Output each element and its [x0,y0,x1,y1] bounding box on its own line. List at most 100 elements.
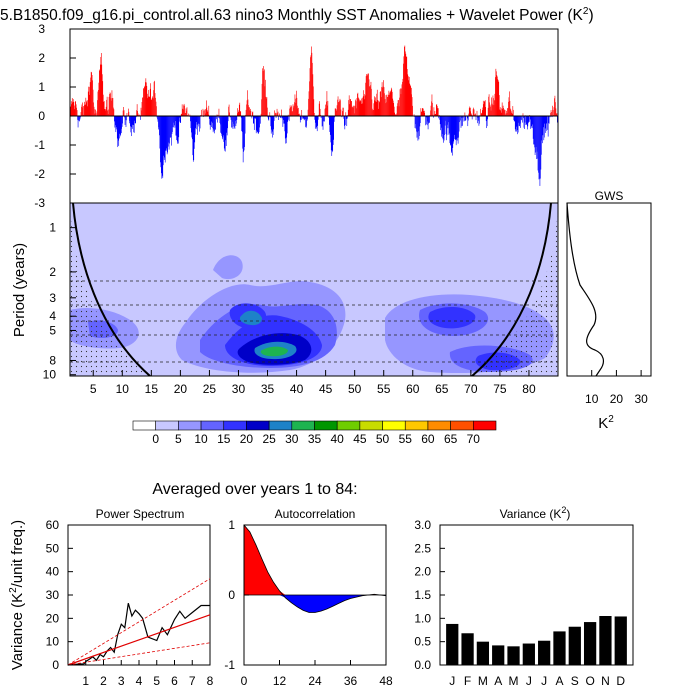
wavelet-frame [69,202,559,377]
anomaly-bar [444,116,446,126]
variance-axes: 0.00.51.01.52.02.53.0J F M A M J J A S O N D [414,518,625,688]
x-tick-label: 40 [290,382,304,396]
anomaly-bar [384,99,386,116]
anomaly-bar [528,116,530,122]
anomaly-bar [420,108,422,116]
anomaly-bar [76,110,78,116]
anomaly-bar [301,116,303,119]
anomaly-bar [97,100,98,116]
anomaly-bar [137,111,138,116]
anomaly-bar [104,109,106,116]
anomaly-bar [357,93,358,116]
anomaly-bar [139,114,140,116]
anomaly-bar [461,116,463,127]
anomaly-bar [403,63,404,116]
x-tick-label: 75 [493,382,507,396]
y-tick-label: 1.5 [414,588,431,602]
anomaly-bar [444,116,445,135]
anomaly-bar [446,116,448,136]
anomaly-bar [146,93,148,116]
anomaly-bar [460,116,461,121]
anomaly-bar [106,96,108,116]
y-tick-label: 1 [38,80,45,94]
anomaly-bar [224,116,226,152]
anomaly-bar [420,111,422,116]
anomaly-bar [85,102,87,116]
anomaly-bar [296,97,298,116]
anomaly-bar [231,116,233,128]
anomaly-bar [308,98,309,116]
anomaly-bar [103,101,105,116]
anomaly-bar [406,69,408,116]
anomaly-bar [350,99,351,116]
anomaly-bar [517,116,519,133]
y-tick-label: 10 [43,368,57,382]
anomaly-bar [93,106,95,116]
anomaly-bar [494,100,495,116]
anomaly-bar [221,116,223,136]
anomaly-bar [128,108,129,116]
anomaly-bar [183,103,185,116]
colorbar-swatch [155,420,179,431]
anomaly-bar [285,116,287,144]
anomaly-bar [103,101,105,116]
anomaly-bar [476,110,478,116]
anomaly-bar [375,101,377,116]
anomaly-bar [388,90,390,116]
x-tick-label: A [555,674,563,688]
anomaly-bar [338,102,339,116]
anomaly-bar [120,116,122,129]
anomaly-bar [207,110,208,116]
anomaly-bar [491,97,492,116]
x-tick-label: 25 [203,382,217,396]
anomaly-bar [221,116,222,134]
anomaly-bar [161,116,163,179]
anomaly-bar [293,107,294,116]
anomaly-bar [270,116,272,127]
anomaly-bar [359,101,361,116]
anomaly-bar [260,113,262,116]
anomaly-bar [461,116,462,119]
anomaly-bar [99,69,101,116]
anomaly-bar [539,116,540,179]
anomaly-bar [275,113,276,116]
anomaly-bar [129,116,131,121]
gws-xlabel: K2 [598,414,614,432]
anomaly-bar [398,106,400,116]
anomaly-bar [192,116,194,162]
anomaly-bar [540,116,542,170]
anomaly-bar [118,116,120,146]
anomaly-bar [105,110,106,116]
anomaly-bar [541,116,543,141]
anomaly-bar [257,116,258,133]
anomaly-bar [154,80,155,116]
anomaly-bar [356,108,357,116]
anomaly-bar [141,102,143,116]
anomaly-bar [245,114,246,116]
y-tick-label: -1 [34,138,45,152]
anomaly-bar [93,102,94,116]
anomaly-bar [144,85,146,116]
anomaly-bar [357,92,359,116]
anomaly-bar [504,110,506,116]
anomaly-bar [327,105,328,116]
anomaly-bar [201,109,202,116]
colorbar: 0 5 10 15 20 25 30 35 40 45 50 55 60 65 70 [132,420,497,446]
anomaly-bar [315,116,317,129]
anomaly-bar [418,116,419,132]
anomaly-bar [175,116,176,122]
anomaly-bar [299,116,301,123]
anomaly-bar [144,86,145,116]
anomaly-bar [419,116,420,136]
anomaly-bar [449,116,451,144]
red-noise-line [67,614,211,666]
anomaly-bar [123,110,125,116]
anomaly-bar [488,96,489,116]
anomaly-bar [116,116,118,139]
variance-bar [568,626,581,665]
anomaly-bar [526,116,527,125]
anomaly-bar [524,116,525,129]
colorbar-label: 5 [175,432,182,446]
anomaly-bar [111,100,112,116]
anomaly-bar [151,97,153,116]
